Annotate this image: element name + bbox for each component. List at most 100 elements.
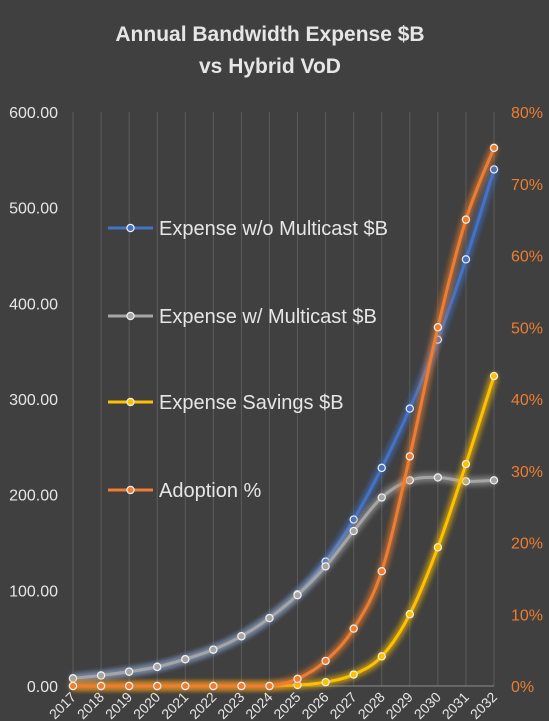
data-point [124, 667, 134, 676]
data-point [405, 452, 414, 461]
data-point [433, 543, 443, 552]
data-point [377, 493, 386, 502]
x-tick-label: 2019 [102, 689, 135, 721]
data-point [461, 215, 471, 224]
data-point [321, 656, 330, 666]
data-point [489, 165, 499, 174]
y-right-tick-label: 40% [511, 392, 543, 409]
data-point [349, 515, 358, 524]
x-tick-label: 2024 [242, 689, 275, 721]
data-point [489, 476, 499, 485]
legend-entry: Expense Savings $B [108, 392, 344, 414]
chart-subtitle: vs Hybrid VoD [199, 55, 341, 78]
legend-swatch-marker [126, 485, 135, 495]
y-right-tick-label: 70% [511, 177, 543, 194]
data-point [124, 681, 134, 691]
legend-entry: Adoption % [108, 480, 262, 502]
x-tick-label: 2032 [467, 689, 500, 721]
series-3 [68, 371, 499, 691]
legend-label: Adoption % [159, 480, 262, 502]
gridlines [72, 112, 495, 686]
series-2 [68, 473, 499, 683]
data-point [461, 477, 471, 486]
y-right-tick-label: 0% [511, 679, 534, 696]
series-1 [68, 165, 499, 683]
y-right-tick-label: 10% [511, 607, 543, 624]
data-point [489, 371, 499, 381]
data-point [68, 674, 78, 683]
y-right-tick-label: 80% [511, 105, 543, 122]
data-point [405, 404, 414, 413]
data-point [265, 681, 274, 691]
chart-title: Annual Bandwidth Expense $B [115, 23, 424, 46]
data-point [293, 590, 302, 600]
x-tick-label: 2030 [411, 689, 444, 721]
x-tick-label: 2028 [355, 689, 388, 721]
data-point [265, 613, 274, 623]
data-point [377, 652, 386, 661]
legend-swatch-marker [126, 223, 135, 233]
data-point [237, 681, 246, 691]
x-tick-label: 2022 [186, 689, 219, 721]
data-point [433, 323, 443, 332]
x-tick-label: 2031 [439, 689, 472, 721]
data-point [349, 624, 358, 633]
x-tick-label: 2018 [74, 689, 107, 721]
legend-swatch-marker [126, 311, 135, 321]
y-left-tick-label: 500.00 [9, 201, 58, 218]
legend: Expense w/o Multicast $B Expense w/ Multi… [108, 218, 388, 502]
legend-entry: Expense w/o Multicast $B [108, 218, 388, 240]
data-point [68, 681, 78, 691]
legend-label: Expense Savings $B [159, 392, 344, 414]
y-left-tick-label: 400.00 [9, 296, 58, 313]
data-point [461, 459, 471, 469]
series-line [71, 374, 496, 688]
data-point [321, 562, 330, 571]
data-point [405, 476, 414, 485]
legend-swatch-marker [126, 397, 135, 407]
x-tick-label: 2026 [298, 689, 331, 721]
y-right-tick-label: 20% [511, 536, 543, 553]
series-line [71, 475, 496, 680]
data-point [405, 610, 414, 619]
legend-label: Expense w/ Multicast $B [159, 306, 377, 328]
y-left-tick-label: 0.00 [27, 679, 58, 696]
data-point [209, 645, 218, 654]
y-left-tick-label: 600.00 [9, 105, 58, 122]
data-point [209, 681, 218, 691]
y-left-tick-label: 300.00 [9, 392, 58, 409]
data-point [461, 255, 471, 264]
data-point [96, 681, 106, 691]
x-tick-label: 2021 [158, 689, 191, 721]
data-point [237, 632, 246, 641]
data-point [349, 670, 358, 679]
x-tick-label: 2027 [326, 689, 359, 721]
x-tick-label: 2029 [383, 689, 416, 721]
y-right-tick-label: 60% [511, 249, 543, 266]
data-point [181, 655, 190, 664]
data-point [349, 526, 358, 536]
data-point [377, 463, 386, 473]
series-4 [68, 143, 499, 691]
data-point [321, 677, 330, 687]
data-point [96, 671, 106, 680]
legend-label: Expense w/o Multicast $B [159, 218, 388, 240]
data-point [152, 681, 162, 691]
x-tick-label: 2020 [130, 689, 163, 721]
y-left-tick-label: 100.00 [9, 583, 58, 600]
series-layer [68, 143, 499, 691]
data-point [152, 662, 162, 672]
y-right-tick-label: 50% [511, 320, 543, 337]
data-point [377, 567, 386, 576]
y-right-tick-label: 30% [511, 464, 543, 481]
series-line [71, 167, 496, 680]
y-left-tick-label: 200.00 [9, 488, 58, 505]
x-tick-label: 2025 [270, 689, 303, 721]
data-point [181, 681, 190, 691]
data-point [293, 674, 302, 684]
x-tick-label: 2023 [214, 689, 247, 721]
data-point [433, 473, 443, 482]
legend-entry: Expense w/ Multicast $B [108, 306, 377, 328]
